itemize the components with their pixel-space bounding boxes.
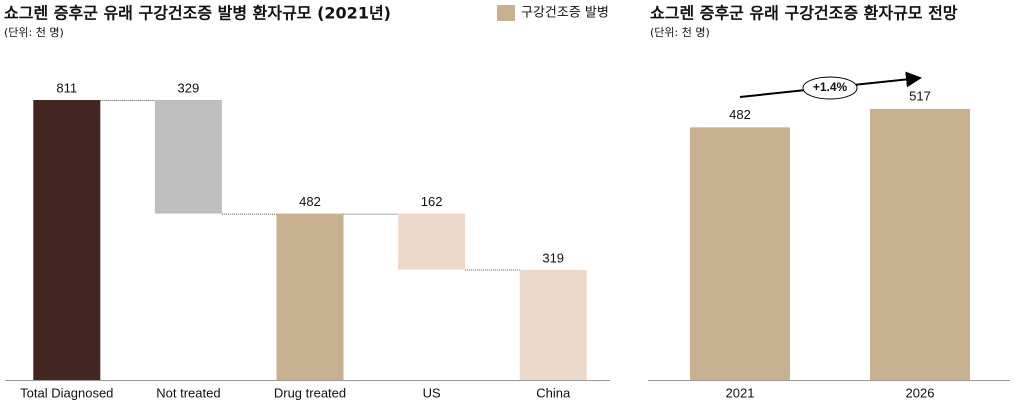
annotation: +1.4% — [813, 80, 848, 94]
value-label: 329 — [178, 80, 200, 95]
value-label: 482 — [729, 107, 751, 122]
x-tick-label: Drug treated — [274, 385, 346, 400]
chart-subtitle: (단위: 천 명) — [650, 25, 710, 39]
value-label: 319 — [542, 250, 564, 265]
bar — [154, 100, 222, 214]
legend-swatch — [497, 5, 515, 21]
bar — [33, 100, 101, 380]
x-tick-label: Total Diagnosed — [20, 385, 113, 400]
value-label: 811 — [56, 80, 77, 95]
bar — [276, 213, 344, 380]
value-label: 482 — [299, 194, 321, 209]
legend-label: 구강건조증 발병 — [521, 6, 609, 21]
bar — [870, 109, 970, 380]
x-tick-label: China — [536, 385, 571, 400]
value-label: 517 — [909, 88, 931, 103]
bar — [519, 269, 587, 380]
x-tick-label: 2021 — [726, 385, 755, 400]
bar — [398, 213, 466, 270]
x-tick-label: Not treated — [156, 385, 220, 400]
x-tick-label: US — [423, 385, 441, 400]
value-label: 162 — [421, 194, 443, 209]
chart-title: 쇼그렌 증후군 유래 구강건조증 발병 환자규모 (2021년) — [4, 4, 391, 23]
bar — [690, 127, 790, 381]
annotation-bubble — [802, 76, 858, 100]
chart-title: 쇼그렌 증후군 유래 구강건조증 환자규모 전망 — [650, 4, 958, 23]
x-tick-label: 2026 — [906, 385, 935, 400]
chart-subtitle: (단위: 천 명) — [4, 25, 64, 39]
